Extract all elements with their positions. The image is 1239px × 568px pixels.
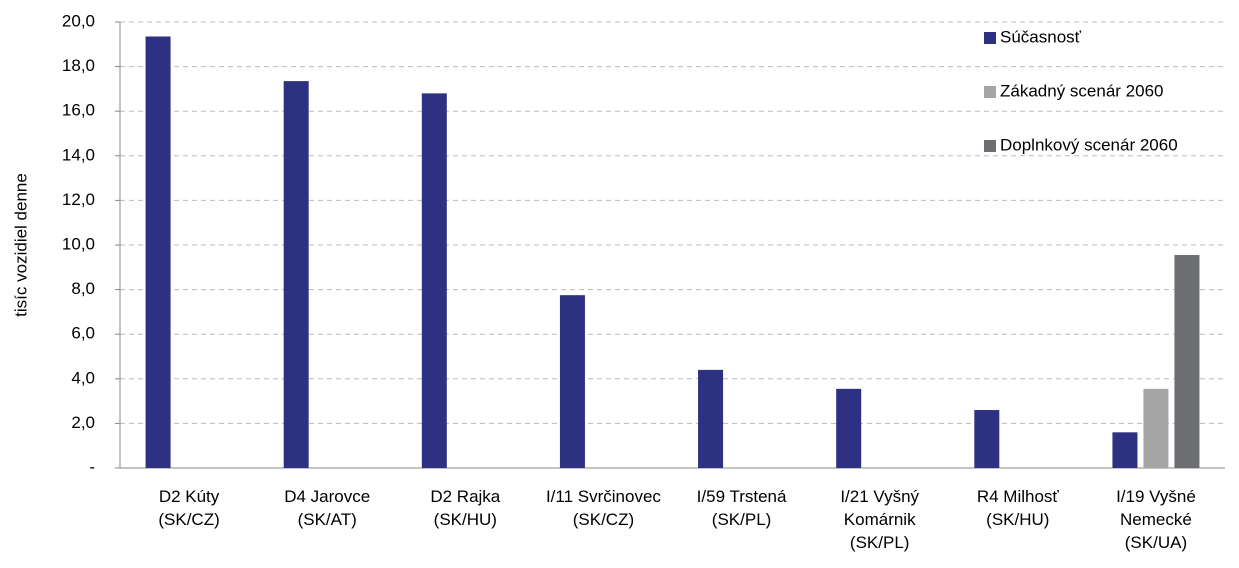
legend-swatch <box>984 140 996 152</box>
legend-swatch <box>984 86 996 98</box>
y-tick-label: 12,0 <box>62 190 95 209</box>
x-tick-label-line: (SK/HU) <box>434 510 497 529</box>
y-tick-label: 8,0 <box>71 279 95 298</box>
bar <box>698 369 724 468</box>
x-tick-label: I/19 Vyšné Nemecké (SK/UA) <box>1116 487 1196 552</box>
x-tick-label-line: (SK/UA) <box>1125 533 1187 552</box>
legend-label: Zákadný scenár 2060 <box>1000 81 1164 100</box>
y-tick-label: 10,0 <box>62 234 95 253</box>
x-tick-label: I/21 Vyšný Komárnik (SK/PL) <box>840 487 919 552</box>
x-tick-label-line: Nemecké <box>1120 510 1192 529</box>
x-tick-label-line: R4 Milhosť <box>977 487 1060 506</box>
x-tick-label-line: I/19 Vyšné <box>1116 487 1196 506</box>
x-tick-label: D2 Rajka (SK/HU) <box>430 487 500 529</box>
x-tick-label-line: Komárnik <box>844 510 916 529</box>
bar <box>283 81 309 468</box>
bar <box>1174 255 1200 468</box>
x-tick-label-line: I/11 Svrčinovec <box>546 487 661 506</box>
x-tick-label-line: (SK/HU) <box>986 510 1049 529</box>
y-tick-label: 18,0 <box>62 56 95 75</box>
x-tick-label: I/11 Svrčinovec (SK/CZ) <box>546 487 661 529</box>
legend-label: Doplnkový scenár 2060 <box>1000 135 1178 154</box>
x-tick-label-line: (SK/AT) <box>298 510 357 529</box>
bar <box>1112 432 1138 468</box>
x-tick-label-line: I/59 Trstená <box>697 487 787 506</box>
x-tick-label-line: (SK/PL) <box>712 510 772 529</box>
y-tick-label: 14,0 <box>62 145 95 164</box>
y-tick-label: 6,0 <box>71 324 95 343</box>
x-tick-label-line: D2 Kúty <box>159 487 220 506</box>
y-axis-label: tisíc vozidiel denne <box>11 173 30 317</box>
bar <box>974 410 1000 468</box>
x-tick-label: D4 Jarovce (SK/AT) <box>284 487 370 529</box>
x-tick-label-line: (SK/PL) <box>850 533 910 552</box>
bar <box>145 36 171 469</box>
x-tick-label-line: (SK/CZ) <box>573 510 634 529</box>
y-tick-label: 4,0 <box>71 368 95 387</box>
x-tick-label-line: I/21 Vyšný <box>840 487 919 506</box>
legend-label: Súčasnosť <box>1000 27 1082 46</box>
x-tick-label: R4 Milhosť (SK/HU) <box>977 487 1060 529</box>
legend-swatch <box>984 32 996 44</box>
bar <box>1143 388 1169 468</box>
x-tick-label: D2 Kúty (SK/CZ) <box>158 487 219 529</box>
x-tick-label-line: (SK/CZ) <box>158 510 219 529</box>
y-tick-label: 16,0 <box>62 101 95 120</box>
x-tick-label-line: D2 Rajka <box>430 487 500 506</box>
bar <box>421 93 447 469</box>
bar <box>836 388 862 468</box>
y-tick-label: 2,0 <box>71 413 95 432</box>
x-tick-label-line: D4 Jarovce <box>284 487 370 506</box>
x-tick-label: I/59 Trstená (SK/PL) <box>697 487 787 529</box>
y-tick-label: 20,0 <box>62 11 95 30</box>
bar <box>559 295 585 468</box>
y-tick-label: - <box>89 457 95 476</box>
